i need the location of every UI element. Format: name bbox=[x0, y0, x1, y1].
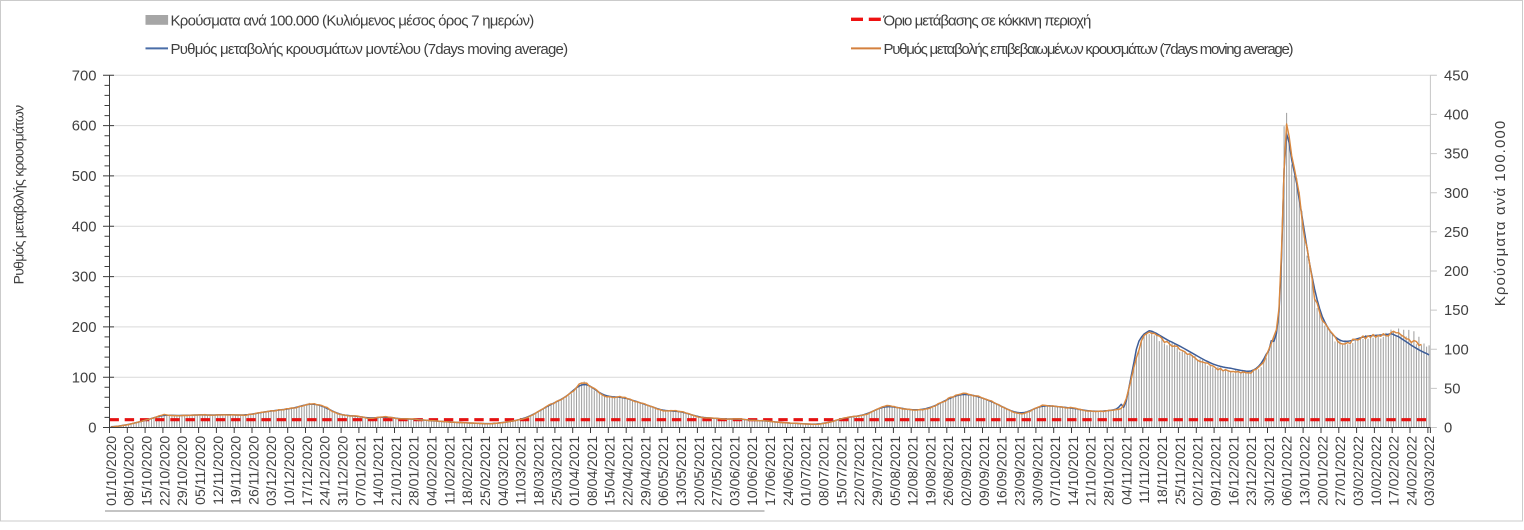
svg-text:31/12/2020: 31/12/2020 bbox=[335, 436, 351, 506]
svg-text:21/01/2021: 21/01/2021 bbox=[388, 436, 404, 506]
svg-text:400: 400 bbox=[72, 219, 97, 235]
svg-text:02/09/2021: 02/09/2021 bbox=[958, 436, 974, 506]
svg-text:24/06/2021: 24/06/2021 bbox=[780, 436, 796, 506]
svg-text:10/12/2020: 10/12/2020 bbox=[281, 436, 297, 506]
svg-text:05/11/2020: 05/11/2020 bbox=[192, 436, 208, 505]
svg-text:200: 200 bbox=[1444, 264, 1469, 280]
svg-text:Ρυθμός μεταβολής κρουσμάτων μο: Ρυθμός μεταβολής κρουσμάτων μοντέλου (7d… bbox=[171, 41, 569, 58]
svg-text:150: 150 bbox=[1444, 303, 1469, 319]
svg-text:30/09/2021: 30/09/2021 bbox=[1029, 436, 1045, 506]
svg-text:26/08/2021: 26/08/2021 bbox=[940, 436, 956, 506]
svg-text:18/02/2021: 18/02/2021 bbox=[459, 436, 475, 506]
svg-text:Κρούσματα ανά 100.000: Κρούσματα ανά 100.000 bbox=[1492, 120, 1509, 307]
svg-text:29/07/2021: 29/07/2021 bbox=[869, 436, 885, 506]
svg-text:07/10/2021: 07/10/2021 bbox=[1047, 436, 1063, 506]
svg-text:Ρυθμός μεταβολής επιβεβαιωμένω: Ρυθμός μεταβολής επιβεβαιωμένων κρουσμάτ… bbox=[884, 41, 1294, 58]
svg-text:17/12/2020: 17/12/2020 bbox=[299, 436, 315, 506]
svg-text:25/02/2021: 25/02/2021 bbox=[477, 436, 493, 506]
svg-text:300: 300 bbox=[72, 270, 97, 286]
svg-text:29/10/2020: 29/10/2020 bbox=[174, 436, 190, 506]
svg-text:24/02/2022: 24/02/2022 bbox=[1403, 436, 1419, 506]
svg-text:30/12/2021: 30/12/2021 bbox=[1261, 436, 1277, 506]
svg-text:06/05/2021: 06/05/2021 bbox=[655, 436, 671, 506]
svg-text:20/01/2022: 20/01/2022 bbox=[1314, 436, 1330, 506]
svg-text:09/12/2021: 09/12/2021 bbox=[1207, 436, 1223, 506]
svg-text:03/02/2022: 03/02/2022 bbox=[1350, 436, 1366, 506]
svg-text:14/01/2021: 14/01/2021 bbox=[370, 436, 386, 506]
svg-text:25/11/2021: 25/11/2021 bbox=[1172, 436, 1188, 505]
svg-text:19/11/2020: 19/11/2020 bbox=[228, 436, 244, 505]
svg-text:14/10/2021: 14/10/2021 bbox=[1065, 436, 1081, 506]
svg-text:17/02/2022: 17/02/2022 bbox=[1386, 436, 1402, 506]
svg-text:08/10/2020: 08/10/2020 bbox=[121, 436, 137, 506]
svg-text:15/10/2020: 15/10/2020 bbox=[139, 436, 155, 506]
svg-text:09/09/2021: 09/09/2021 bbox=[976, 436, 992, 506]
svg-text:Όριο μετάβασης σε κόκκινη περι: Όριο μετάβασης σε κόκκινη περιοχή bbox=[883, 13, 1091, 30]
svg-text:05/08/2021: 05/08/2021 bbox=[887, 436, 903, 506]
svg-text:15/07/2021: 15/07/2021 bbox=[833, 436, 849, 506]
svg-text:03/06/2021: 03/06/2021 bbox=[726, 436, 742, 506]
svg-text:13/01/2022: 13/01/2022 bbox=[1297, 436, 1313, 506]
svg-text:22/07/2021: 22/07/2021 bbox=[851, 436, 867, 506]
svg-text:250: 250 bbox=[1444, 225, 1469, 241]
svg-text:04/11/2021: 04/11/2021 bbox=[1118, 436, 1134, 505]
svg-text:200: 200 bbox=[72, 320, 97, 336]
svg-text:24/12/2020: 24/12/2020 bbox=[317, 436, 333, 506]
svg-text:03/03/2022: 03/03/2022 bbox=[1421, 436, 1437, 506]
svg-text:04/02/2021: 04/02/2021 bbox=[424, 436, 440, 506]
svg-text:22/10/2020: 22/10/2020 bbox=[156, 436, 172, 506]
svg-text:18/03/2021: 18/03/2021 bbox=[530, 436, 546, 506]
svg-text:29/04/2021: 29/04/2021 bbox=[637, 436, 653, 506]
svg-text:350: 350 bbox=[1444, 147, 1469, 163]
svg-text:Ρυθμός μεταβολής κρουσμάτων: Ρυθμός μεταβολής κρουσμάτων bbox=[10, 105, 26, 284]
svg-text:50: 50 bbox=[1444, 382, 1460, 398]
svg-text:23/09/2021: 23/09/2021 bbox=[1012, 436, 1028, 506]
svg-text:10/06/2021: 10/06/2021 bbox=[744, 436, 760, 506]
svg-text:27/05/2021: 27/05/2021 bbox=[709, 436, 725, 506]
svg-text:700: 700 bbox=[72, 68, 97, 84]
svg-text:18/11/2021: 18/11/2021 bbox=[1154, 436, 1170, 505]
svg-text:08/07/2021: 08/07/2021 bbox=[816, 436, 832, 506]
svg-text:12/08/2021: 12/08/2021 bbox=[905, 436, 921, 506]
svg-text:10/02/2022: 10/02/2022 bbox=[1368, 436, 1384, 506]
svg-text:21/10/2021: 21/10/2021 bbox=[1083, 436, 1099, 506]
svg-text:100: 100 bbox=[72, 370, 97, 386]
svg-text:13/05/2021: 13/05/2021 bbox=[673, 436, 689, 506]
svg-text:100: 100 bbox=[1444, 342, 1469, 358]
svg-text:17/06/2021: 17/06/2021 bbox=[762, 436, 778, 506]
svg-text:450: 450 bbox=[1444, 68, 1469, 84]
svg-text:300: 300 bbox=[1444, 186, 1469, 202]
svg-text:16/12/2021: 16/12/2021 bbox=[1225, 436, 1241, 506]
svg-text:22/04/2021: 22/04/2021 bbox=[620, 436, 636, 506]
svg-text:600: 600 bbox=[72, 119, 97, 135]
svg-text:04/03/2021: 04/03/2021 bbox=[495, 436, 511, 506]
svg-text:08/04/2021: 08/04/2021 bbox=[584, 436, 600, 506]
svg-text:28/01/2021: 28/01/2021 bbox=[406, 436, 422, 506]
svg-text:11/11/2021: 11/11/2021 bbox=[1136, 436, 1152, 504]
svg-text:25/03/2021: 25/03/2021 bbox=[548, 436, 564, 506]
svg-text:400: 400 bbox=[1444, 108, 1469, 124]
svg-text:0: 0 bbox=[88, 421, 96, 437]
svg-text:500: 500 bbox=[72, 169, 97, 185]
svg-text:0: 0 bbox=[1444, 421, 1452, 437]
svg-text:20/05/2021: 20/05/2021 bbox=[691, 436, 707, 506]
svg-text:02/12/2021: 02/12/2021 bbox=[1190, 436, 1206, 506]
svg-text:19/08/2021: 19/08/2021 bbox=[922, 436, 938, 506]
svg-text:Κρούσματα ανά 100.000 (Κυλιόμε: Κρούσματα ανά 100.000 (Κυλιόμενος μέσος … bbox=[171, 13, 535, 30]
svg-text:15/04/2021: 15/04/2021 bbox=[602, 436, 618, 506]
svg-text:06/01/2022: 06/01/2022 bbox=[1279, 436, 1295, 506]
svg-text:01/10/2020: 01/10/2020 bbox=[103, 436, 119, 506]
svg-text:11/03/2021: 11/03/2021 bbox=[513, 436, 529, 505]
svg-text:12/11/2020: 12/11/2020 bbox=[210, 436, 226, 505]
svg-text:27/01/2022: 27/01/2022 bbox=[1332, 436, 1348, 506]
svg-text:03/12/2020: 03/12/2020 bbox=[263, 436, 279, 506]
svg-text:26/11/2020: 26/11/2020 bbox=[245, 436, 261, 505]
svg-text:28/10/2021: 28/10/2021 bbox=[1101, 436, 1117, 506]
svg-text:16/09/2021: 16/09/2021 bbox=[994, 436, 1010, 506]
svg-text:23/12/2021: 23/12/2021 bbox=[1243, 436, 1259, 506]
svg-text:11/02/2021: 11/02/2021 bbox=[441, 436, 457, 505]
svg-text:07/01/2021: 07/01/2021 bbox=[352, 436, 368, 506]
svg-text:01/07/2021: 01/07/2021 bbox=[798, 436, 814, 506]
svg-text:01/04/2021: 01/04/2021 bbox=[566, 436, 582, 506]
